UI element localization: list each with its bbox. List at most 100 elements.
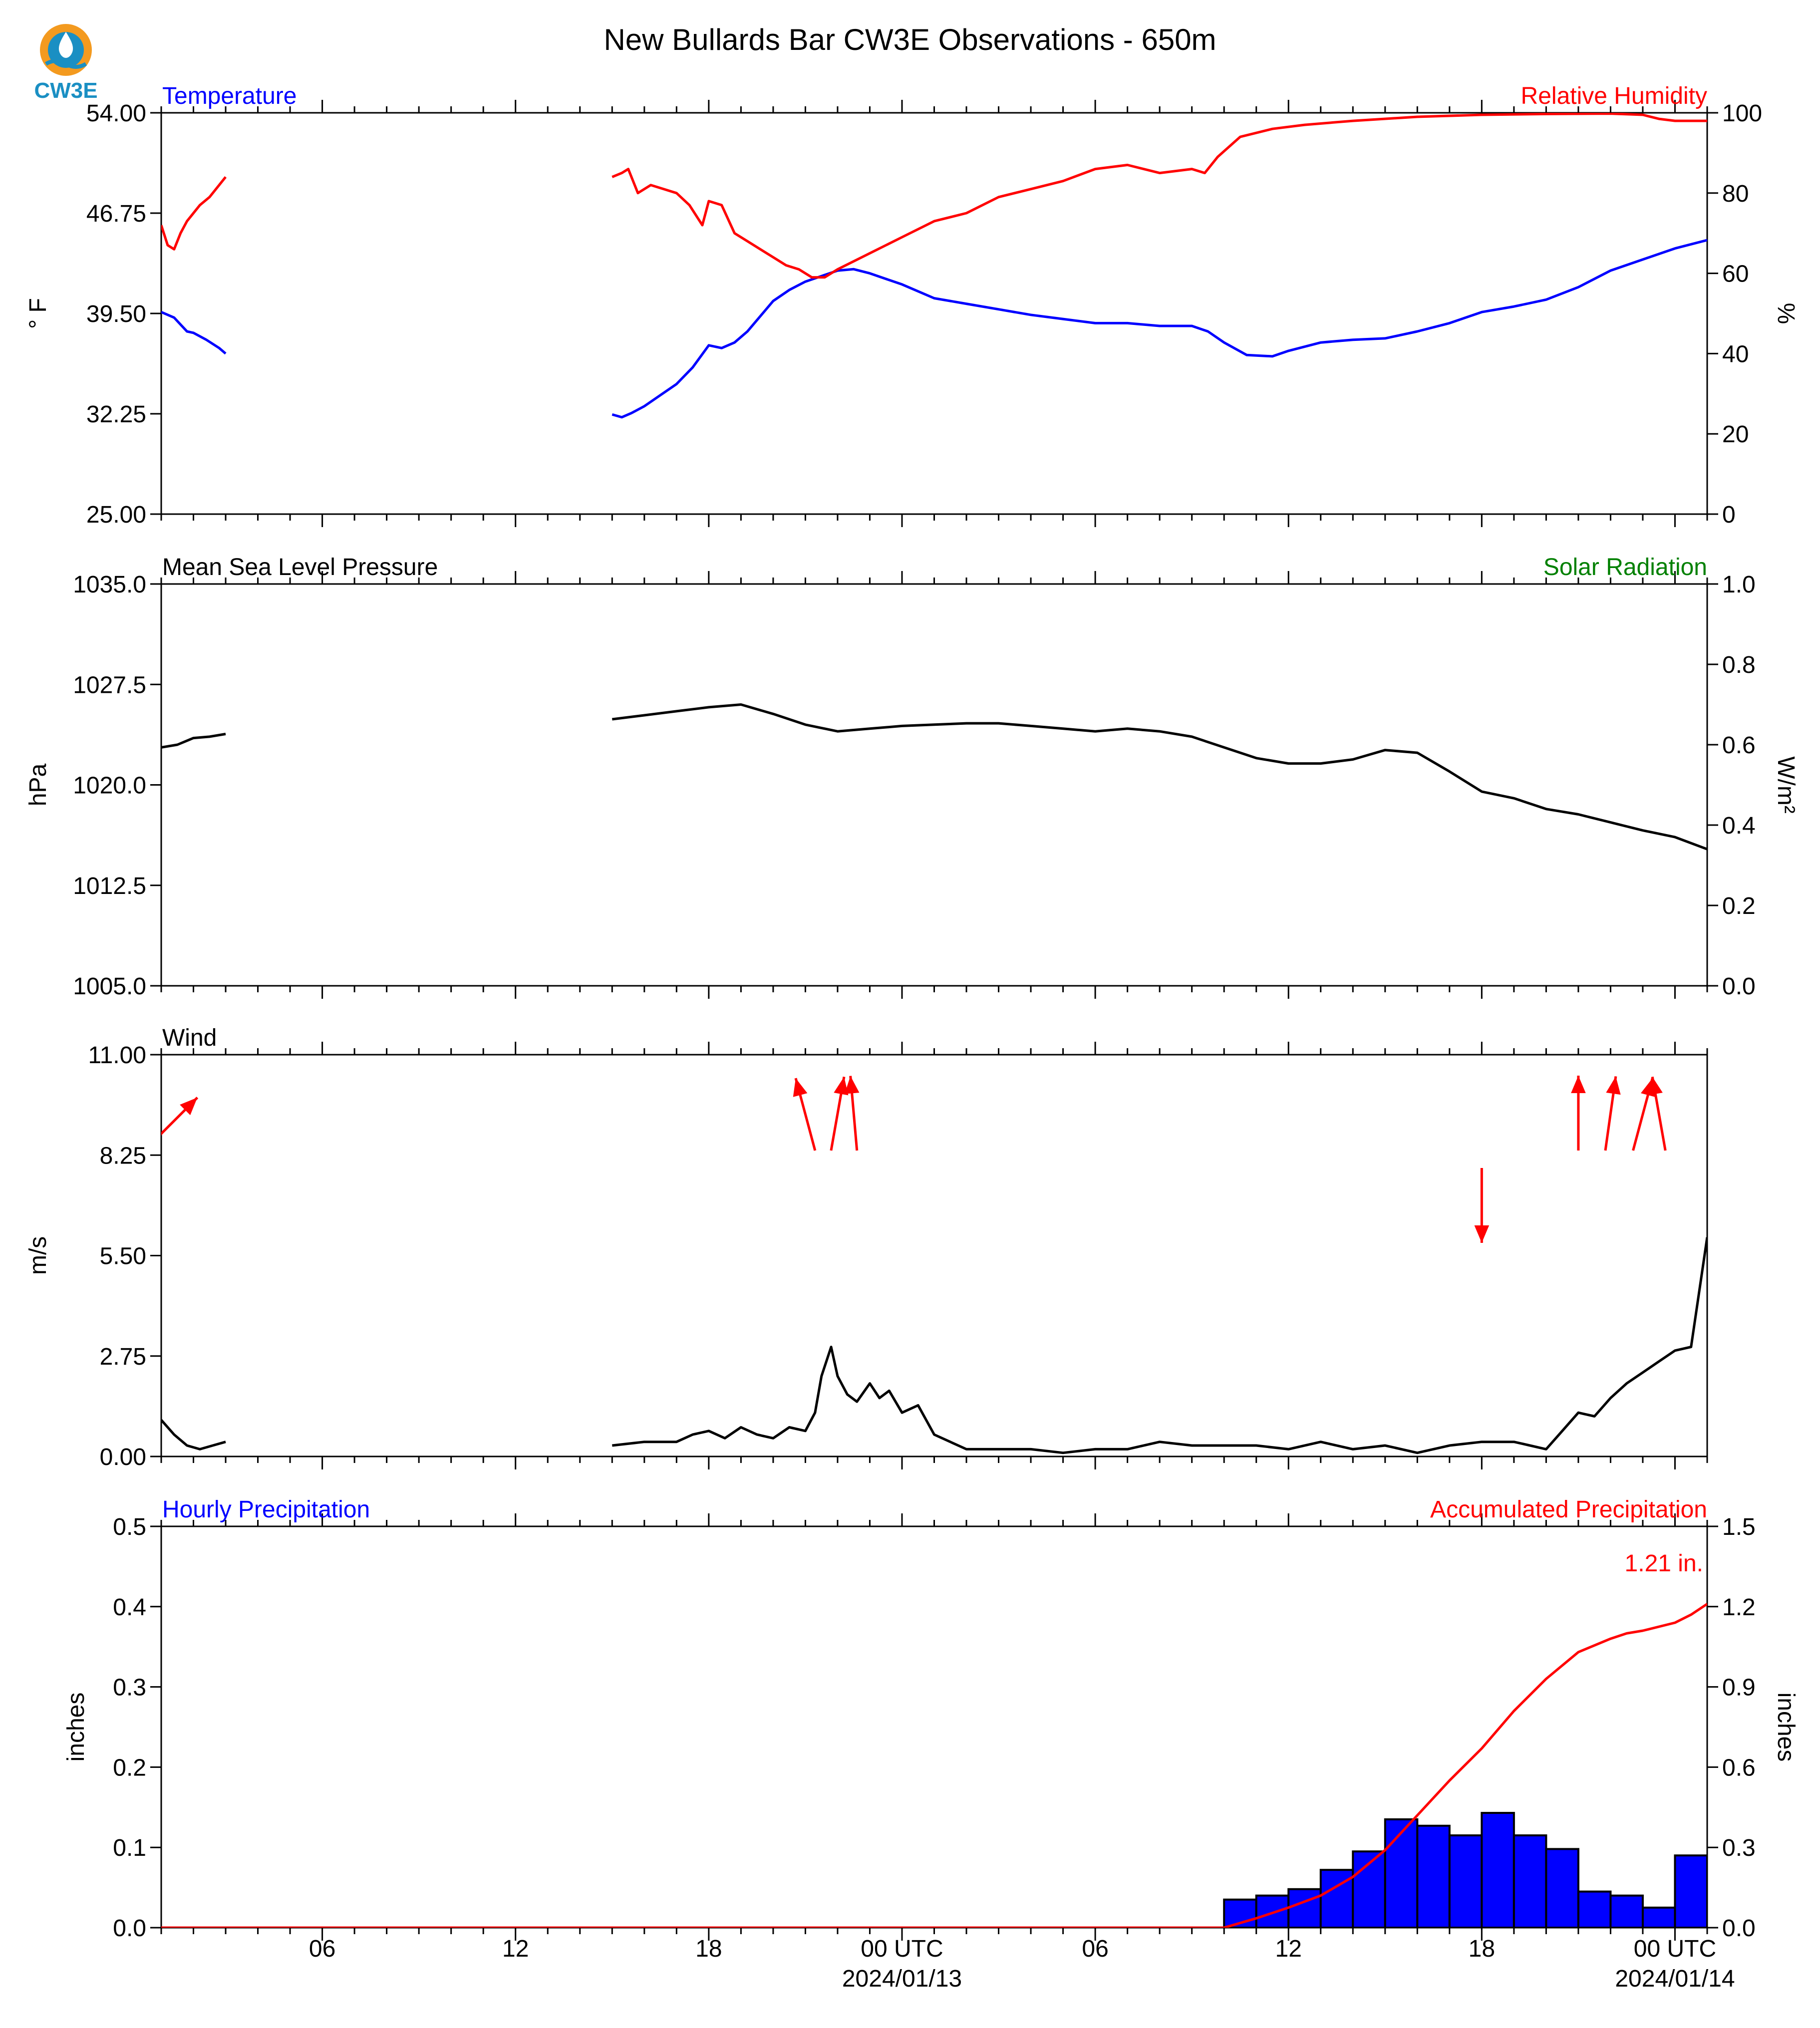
y-tick-label-right: 60 (1722, 261, 1749, 288)
y-tick-label-left: 11.00 (88, 1042, 146, 1069)
precip-bar (1255, 1894, 1290, 1928)
y-tick-label-left: 0.4 (113, 1594, 146, 1621)
x-tick-label: 18 (1469, 1936, 1495, 1962)
y-tick-label-right: 0.8 (1722, 652, 1756, 678)
panel-temperature-humidity: 54.00 46.75 39.50 32.25 25.00 100 80 60 40 20 0 ° F… (25, 83, 1799, 528)
y-tick-label-right: 0.4 (1722, 813, 1756, 839)
y-axis-title-right: W/m² (1773, 756, 1799, 814)
panel-label-left: Hourly Precipitation (162, 1496, 370, 1523)
plot-area (161, 113, 1707, 419)
plot-area (161, 703, 1707, 851)
y-tick-label-right: 1.5 (1722, 1514, 1756, 1540)
accumulated-precipitation-line (161, 1603, 1707, 1928)
y-tick-label-right: 0 (1722, 502, 1736, 528)
wind-arrow-head (793, 1078, 808, 1097)
y-tick-label-right: 0.6 (1722, 732, 1756, 759)
accumulated-total-label: 1.21 in. (1625, 1550, 1703, 1577)
panel-label-right: Accumulated Precipitation (1430, 1496, 1707, 1523)
panel-label-right: Solar Radiation (1543, 554, 1707, 580)
wind-arrow-head (844, 1076, 860, 1094)
y-tick-label-right: 0.0 (1722, 973, 1756, 1000)
precip-bar (1674, 1854, 1707, 1928)
y-tick-label-left: 54.00 (86, 100, 146, 127)
y-tick-label-left: 0.5 (113, 1514, 146, 1540)
x-date-label: 2024/01/13 (842, 1966, 962, 1992)
y-tick-label-right: 0.9 (1722, 1675, 1756, 1701)
x-tick-label: 18 (695, 1936, 722, 1962)
y-tick-label-left: 0.0 (113, 1915, 146, 1942)
y-tick-label-left: 32.25 (86, 401, 146, 428)
logo-drop-icon (58, 32, 73, 58)
temperature-line (611, 239, 1707, 419)
y-tick-label-right: 100 (1722, 100, 1762, 127)
y-tick-label-left: 1020.0 (73, 773, 146, 799)
y-tick-label-left: 25.00 (86, 502, 146, 528)
temperature-line (161, 310, 227, 355)
y-tick-label-left: 0.2 (113, 1754, 146, 1781)
relative-humidity-line (161, 176, 227, 251)
y-axis-title-left: ° F (25, 298, 51, 329)
chart-title: New Bullards Bar CW3E Observations - 650… (604, 23, 1216, 56)
plot-area (161, 1603, 1707, 1928)
x-tick-label: 12 (502, 1936, 529, 1962)
relative-humidity-line (611, 113, 1707, 279)
y-tick-label-left: 0.00 (100, 1444, 146, 1470)
y-tick-label-right: 0.0 (1722, 1915, 1756, 1942)
y-axis-title-left: inches (63, 1693, 89, 1762)
y-tick-label-right: 0.3 (1722, 1835, 1756, 1861)
y-axis-title-left: m/s (25, 1236, 51, 1275)
y-tick-label-left: 1027.5 (73, 672, 146, 698)
y-tick-label-left: 5.50 (100, 1243, 146, 1270)
precip-bar (1481, 1812, 1515, 1928)
panel-label-right: Relative Humidity (1521, 83, 1707, 109)
x-tick-label: 06 (309, 1936, 335, 1962)
precip-bar (1416, 1824, 1451, 1928)
wind-arrow-head (1571, 1076, 1586, 1094)
y-tick-label-left: 2.75 (100, 1344, 146, 1370)
y-axis-title-right: inches (1773, 1693, 1799, 1762)
logo-wave (44, 59, 87, 69)
y-tick-label-right: 1.2 (1722, 1594, 1756, 1621)
panel-label-left: Wind (162, 1025, 217, 1051)
y-tick-label-left: 1035.0 (73, 572, 146, 598)
precip-bar (1609, 1894, 1644, 1928)
precip-bar (1641, 1906, 1676, 1928)
wind-arrow-head (834, 1077, 849, 1096)
y-tick-label-left: 0.1 (113, 1835, 146, 1861)
wind-arrow-head (1606, 1076, 1621, 1095)
wind-arrow-head (180, 1097, 198, 1116)
precip-bar (1448, 1834, 1483, 1928)
y-tick-label-right: 80 (1722, 181, 1749, 207)
x-tick-label: 12 (1275, 1936, 1302, 1962)
precip-bar (1545, 1848, 1579, 1928)
plot-area (161, 1076, 1707, 1454)
y-tick-label-right: 0.6 (1722, 1754, 1756, 1781)
x-tick-label: 00 UTC (1634, 1936, 1716, 1962)
y-tick-label-right: 40 (1722, 341, 1749, 367)
mean-sea-level-pressure-line (161, 733, 226, 749)
chart-panels: 54.00 46.75 39.50 32.25 25.00 100 80 60 40 20 0 ° F… (25, 83, 1799, 1992)
cw3e-logo: CW3E (34, 24, 98, 103)
time-axis-labels: 06 12 18 00 UTC 06 12 18 00 UTC 2024/01/13 2024/0… (309, 1936, 1735, 1992)
y-tick-label-right: 20 (1722, 421, 1749, 448)
panel-pressure-solar: 1035.0 1027.5 1020.0 1012.5 1005.0 1.0 0.8 0.6 0… (25, 554, 1799, 1000)
mean-sea-level-pressure-line (611, 703, 1707, 851)
y-tick-label-left: 8.25 (100, 1143, 146, 1169)
wind-line (612, 1237, 1707, 1454)
precip-bar (1513, 1834, 1547, 1928)
y-tick-label-left: 39.50 (86, 301, 146, 327)
panel-wind: 11.00 8.25 5.50 2.75 0.00 m/s Wind (25, 1025, 1708, 1470)
x-tick-label: 00 UTC (861, 1936, 943, 1962)
panel-label-left: Mean Sea Level Pressure (162, 554, 438, 580)
y-tick-label-right: 1.0 (1722, 572, 1756, 598)
y-axis-title-right: % (1773, 303, 1799, 324)
y-axis-title-left: hPa (25, 763, 51, 806)
y-tick-label-left: 1012.5 (73, 873, 146, 899)
panel-label-left: Temperature (162, 83, 297, 109)
x-date-label: 2024/01/14 (1615, 1966, 1735, 1992)
precip-bar (1287, 1888, 1322, 1928)
panel-precipitation: 0.5 0.4 0.3 0.2 0.1 0.0 1.5 1.2 0.9 0.6 0.3 0.0 inch… (63, 1496, 1799, 1942)
y-tick-label-left: 46.75 (86, 201, 146, 227)
wind-line (161, 1419, 226, 1450)
